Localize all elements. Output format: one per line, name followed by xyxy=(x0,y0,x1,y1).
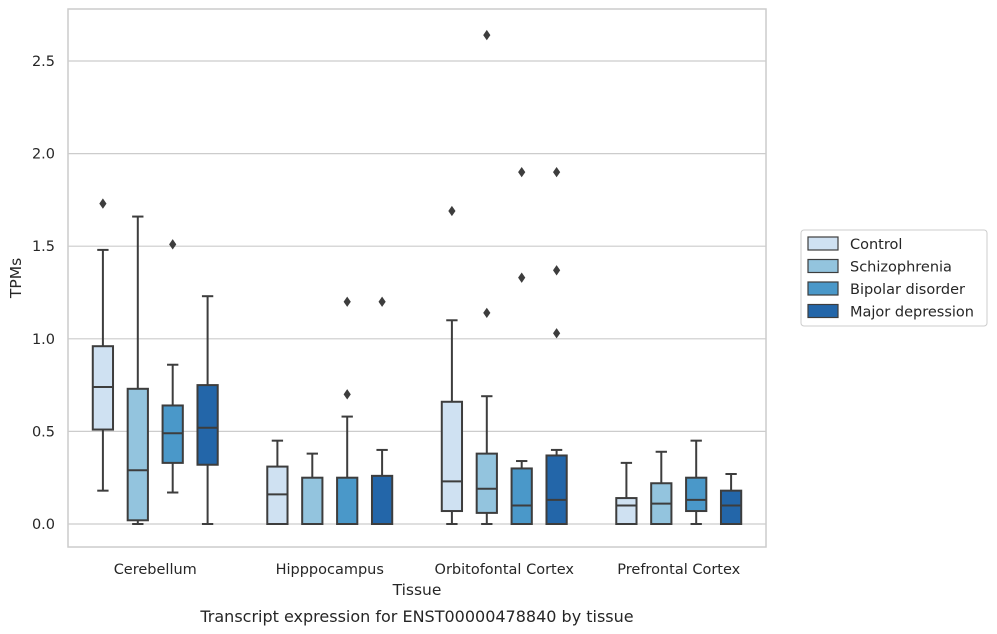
legend: Control Schizophrenia Bipolar disorder Majo… xyxy=(800,229,988,327)
legend-label: Control xyxy=(850,237,902,253)
outlier-point xyxy=(169,239,177,250)
box-body xyxy=(545,454,568,526)
legend-swatch xyxy=(807,281,839,296)
box-body xyxy=(719,489,743,525)
box-body xyxy=(615,497,638,525)
x-tick-label: Cerebellum xyxy=(114,562,197,578)
box-body xyxy=(685,476,708,513)
box-bipolar-disorder xyxy=(336,296,359,526)
y-tick-labels: 0.0 0.5 1.0 1.5 2.0 2.5 xyxy=(32,54,55,533)
legend-entry: Bipolar disorder xyxy=(807,281,965,298)
outlier-point xyxy=(378,296,386,307)
legend-frame xyxy=(800,229,988,327)
box-major-depression xyxy=(196,295,219,525)
y-tick-label: 0.5 xyxy=(32,424,55,440)
box-marks xyxy=(91,29,743,526)
outlier-point xyxy=(343,296,351,307)
legend-entry: Control xyxy=(807,236,902,253)
chart-caption: Transcript expression for ENST0000047884… xyxy=(199,607,633,626)
grid-lines xyxy=(68,60,766,525)
outlier-point xyxy=(99,198,107,209)
y-axis-label: TPMs xyxy=(7,258,25,299)
legend-label: Major depression xyxy=(850,305,974,321)
legend-entry: Schizophrenia xyxy=(807,258,952,276)
box-body xyxy=(370,474,394,525)
x-tick-labels: Cerebellum Hipppocampus Orbitofontal Corte… xyxy=(114,562,741,578)
y-tick-label: 2.0 xyxy=(32,147,55,163)
box-major-depression xyxy=(370,296,394,525)
outlier-point xyxy=(483,29,491,41)
box-body xyxy=(475,452,498,514)
outlier-point xyxy=(518,166,526,178)
y-tick-label: 1.0 xyxy=(32,332,55,348)
box-control xyxy=(266,439,289,526)
outlier-point xyxy=(448,205,456,217)
x-tick-label: Prefrontal Cortex xyxy=(617,562,740,578)
box-control xyxy=(615,461,638,525)
box-schizophrenia xyxy=(650,450,673,526)
legend-label: Schizophrenia xyxy=(850,260,952,276)
box-major-depression xyxy=(719,472,743,525)
outlier-point xyxy=(483,307,491,319)
outlier-point xyxy=(553,328,561,339)
box-body xyxy=(301,476,324,526)
legend-label: Bipolar disorder xyxy=(850,282,965,298)
legend-entry: Major depression xyxy=(807,303,974,321)
plot-frame xyxy=(67,8,767,548)
x-axis-label: Tissue xyxy=(392,581,442,599)
x-tick-label: Hipppocampus xyxy=(276,562,384,578)
box-bipolar-disorder xyxy=(685,439,708,525)
legend-swatch xyxy=(807,258,839,274)
box-schizophrenia xyxy=(475,29,498,525)
box-schizophrenia xyxy=(301,452,324,526)
box-bipolar-disorder xyxy=(161,239,184,494)
outlier-point xyxy=(553,265,561,276)
box-body xyxy=(126,387,149,522)
y-tick-label: 1.5 xyxy=(32,239,55,255)
box-control xyxy=(440,205,464,525)
legend-swatch xyxy=(807,303,839,319)
outlier-point xyxy=(343,389,351,400)
outlier-point xyxy=(553,166,561,178)
box-body xyxy=(510,467,533,526)
y-tick-label: 2.5 xyxy=(32,54,55,70)
outlier-point xyxy=(518,272,526,283)
legend-swatch xyxy=(807,236,839,251)
box-body xyxy=(440,400,464,513)
x-tick-label: Orbitofontal Cortex xyxy=(435,562,575,578)
box-major-depression xyxy=(545,166,568,526)
box-body xyxy=(196,384,219,466)
box-body xyxy=(336,476,359,526)
box-control xyxy=(91,198,115,492)
box-schizophrenia xyxy=(126,215,149,525)
y-tick-label: 0.0 xyxy=(32,517,55,533)
box-bipolar-disorder xyxy=(510,166,533,526)
